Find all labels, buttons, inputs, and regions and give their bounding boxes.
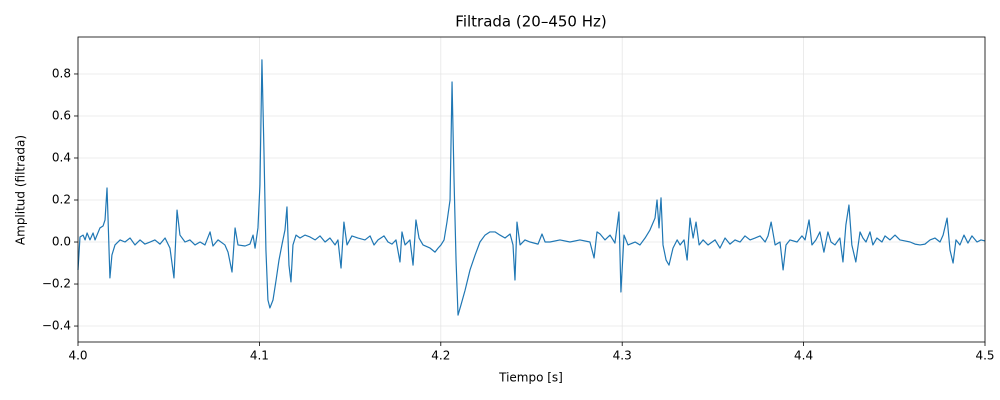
x-tick-label: 4.4 [794,349,813,363]
y-tick-label: 0.6 [52,108,71,122]
signal-line [77,59,986,316]
plot-frame [77,36,986,343]
chart-title: Filtrada (20–450 Hz) [455,13,606,31]
x-tick-label: 4.0 [68,349,87,363]
x-tick-label: 4.5 [975,349,994,363]
x-tick-label: 4.3 [613,349,632,363]
y-tick-label: 0.4 [52,150,71,164]
x-tick-label: 4.2 [431,349,450,363]
y-tick-label: 0.8 [52,66,71,80]
y-axis-label: Amplitud (filtrada) [14,135,28,245]
y-tick-label: 0.2 [52,193,71,207]
x-axis-label: Tiempo [s] [498,371,563,385]
y-tick-label: −0.2 [42,277,71,291]
y-tick-label: −0.4 [42,319,71,333]
y-tick-label: 0.0 [52,235,71,249]
x-tick-label: 4.1 [250,349,269,363]
